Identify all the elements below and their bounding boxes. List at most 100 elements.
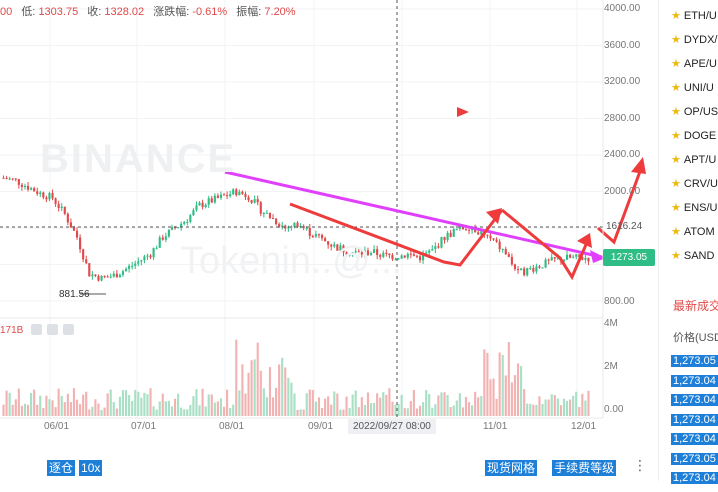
pair-item[interactable]: ★ APE/U [671, 58, 717, 70]
pair-item[interactable]: ★ UNI/U [671, 82, 714, 94]
volume-bar [26, 404, 30, 416]
volume-bar [461, 407, 464, 416]
candle-body [39, 192, 42, 194]
volume-bar [311, 390, 314, 416]
low-value: 1303.75 [38, 6, 79, 18]
star-icon[interactable]: ★ [671, 154, 681, 166]
settings-icon[interactable] [47, 324, 58, 335]
vol-tick: 4M [604, 318, 618, 329]
close-icon[interactable] [63, 324, 74, 335]
candle-body [382, 252, 385, 257]
flag-marker [457, 107, 469, 117]
candle-body [373, 249, 376, 254]
volume-bar [189, 404, 192, 416]
star-icon[interactable]: ★ [671, 82, 681, 94]
candle-body [443, 237, 446, 241]
star-icon[interactable]: ★ [671, 34, 681, 46]
volume-bar [235, 339, 238, 416]
candle-body [425, 252, 428, 254]
spot-grid-link[interactable]: 现货网格 [485, 460, 538, 476]
pair-item[interactable]: ★ DOGE [671, 130, 717, 142]
price-chart[interactable] [0, 0, 718, 481]
volume-bar [238, 390, 241, 416]
binance-watermark: BINANCE [40, 137, 237, 181]
candle-body [265, 212, 268, 214]
fee-tier-link[interactable]: 手续费等级 [552, 460, 617, 476]
volume-bar [428, 394, 431, 416]
volume-bar [327, 396, 330, 416]
volume-bar [455, 400, 458, 416]
candle-body [11, 178, 14, 180]
candle-body [247, 197, 250, 201]
eye-icon[interactable] [31, 324, 42, 335]
volume-bar [48, 399, 51, 416]
star-icon[interactable]: ★ [671, 130, 681, 142]
volume-bar [446, 395, 449, 416]
candle-body [348, 254, 351, 256]
low-marker-label: 881.56 [59, 289, 90, 300]
volume-bar [57, 388, 60, 416]
volume-bar [520, 366, 523, 416]
star-icon[interactable]: ★ [671, 202, 681, 214]
star-icon[interactable]: ★ [671, 178, 681, 190]
star-icon[interactable]: ★ [671, 106, 681, 118]
candle-body [106, 276, 109, 278]
candle-body [103, 275, 106, 277]
price-column-header: 价格(USD [673, 332, 718, 344]
pair-item[interactable]: ★ DYDX/ [671, 34, 718, 46]
candle-body [20, 184, 23, 187]
star-icon[interactable]: ★ [671, 250, 681, 262]
vol-tick: 0.00 [604, 404, 624, 415]
pair-item[interactable]: ★ SAND [671, 250, 715, 262]
candle-body [575, 254, 578, 257]
volume-bar [259, 370, 262, 416]
candle-body [222, 194, 226, 196]
volume-tools [31, 324, 79, 338]
candle-body [51, 193, 54, 199]
volume-bar [33, 389, 36, 416]
candle-body [216, 195, 219, 198]
pair-item[interactable]: ★ ATOM [671, 226, 715, 238]
star-icon[interactable]: ★ [671, 226, 681, 238]
volume-bar [409, 401, 412, 416]
candle-body [57, 203, 60, 208]
leverage-button[interactable]: 10x [79, 460, 103, 476]
candle-body [376, 249, 379, 256]
more-vertical-icon[interactable]: ⋮ [633, 457, 647, 473]
candle-body [452, 229, 455, 237]
pair-item[interactable]: ★ APT/U [671, 154, 717, 166]
pair-item[interactable]: ★ OP/US [671, 106, 718, 118]
volume-bar [492, 378, 495, 416]
volume-bar [63, 402, 66, 416]
volume-bar [115, 408, 118, 416]
trade-row: 1,273.04 [671, 374, 718, 387]
candle-body [391, 255, 394, 260]
pair-item[interactable]: ★ CRV/U [671, 178, 718, 190]
trend-arrow-head [590, 250, 606, 263]
candle-body [311, 235, 314, 237]
candle-body [446, 232, 449, 241]
volume-bar [342, 409, 345, 416]
volume-bar [173, 398, 177, 416]
crosshair-date: 2022/09/27 08:00 [348, 419, 436, 434]
volume-bar [222, 406, 226, 416]
pair-item[interactable]: ★ ETH/U [671, 10, 717, 22]
isolated-mode-button[interactable]: 逐仓 [47, 460, 76, 476]
volume-bar [584, 400, 587, 416]
volume-bar [308, 389, 311, 416]
volume-bar [504, 375, 507, 416]
pair-item[interactable]: ★ ENS/U [671, 202, 718, 214]
star-icon[interactable]: ★ [671, 58, 681, 70]
candle-body [526, 268, 529, 276]
candle-body [36, 191, 39, 194]
volume-bar [391, 401, 394, 416]
low-label: 低: [21, 6, 36, 18]
volume-bar [474, 391, 477, 416]
volume-bar [581, 393, 584, 416]
candle-body [345, 252, 348, 255]
volume-bar [507, 341, 510, 416]
candle-body [529, 268, 532, 270]
star-icon[interactable]: ★ [671, 10, 681, 22]
candle-body [501, 249, 504, 251]
bottom-links: 现货网格 手续费等级 [485, 459, 620, 476]
